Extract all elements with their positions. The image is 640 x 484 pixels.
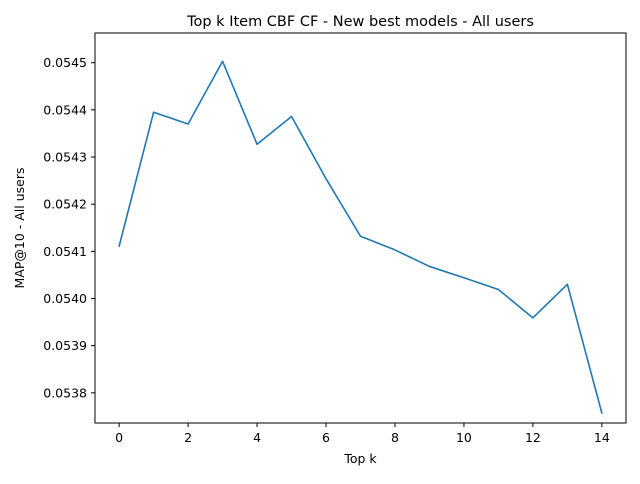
series-line-1 — [118, 60, 603, 414]
x-tick-label: 14 — [594, 430, 610, 445]
y-axis: 0.0538 0.0539 0.0540 0.0541 0.0542 0.0543 0.05… — [43, 55, 95, 400]
y-tick-label: 0.0541 — [43, 244, 87, 259]
x-tick-label: 10 — [456, 430, 472, 445]
y-tick-label: 0.0539 — [43, 338, 87, 353]
x-tick-label: 4 — [253, 430, 261, 445]
x-axis-label: Top k — [343, 451, 377, 466]
x-tick-label: 8 — [391, 430, 399, 445]
x-tick-label: 6 — [322, 430, 330, 445]
chart-title: Top k Item CBF CF - New best models - Al… — [186, 14, 534, 30]
y-tick-label: 0.0545 — [43, 55, 87, 70]
y-tick-label: 0.0538 — [43, 385, 87, 400]
y-axis-label: MAP@10 - All users — [12, 168, 27, 289]
plot-frame — [94, 32, 627, 424]
y-tick-label: 0.0542 — [43, 197, 87, 212]
x-tick-label: 2 — [184, 430, 192, 445]
y-tick-label: 0.0544 — [43, 102, 87, 117]
y-tick-label: 0.0543 — [43, 150, 87, 165]
x-tick-label: 12 — [525, 430, 541, 445]
y-tick-label: 0.0540 — [43, 291, 87, 306]
x-tick-label: 0 — [115, 430, 123, 445]
x-axis: 0 2 4 6 8 10 12 14 — [115, 423, 610, 445]
